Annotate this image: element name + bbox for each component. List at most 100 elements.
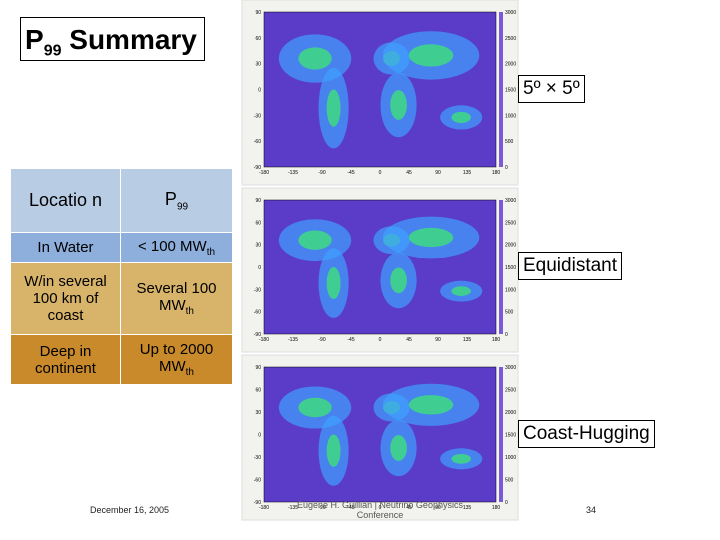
colorbar-tick: 500 (505, 139, 514, 145)
map-y-tick: -60 (254, 478, 261, 484)
map-x-tick: 90 (435, 337, 441, 343)
land-hot (451, 286, 471, 296)
map-y-tick: 90 (255, 10, 261, 16)
map-y-tick: -60 (254, 310, 261, 316)
map-x-tick: -90 (318, 337, 325, 343)
cell: Up to 2000 MWth (120, 334, 233, 385)
map-y-tick: 30 (255, 62, 261, 68)
land-hot (390, 435, 407, 461)
map-plot (263, 199, 497, 335)
colorbar-tick: 3000 (505, 10, 516, 16)
map-x-tick: -180 (259, 337, 269, 343)
land-hot (390, 267, 407, 294)
colorbar-tick: 2500 (505, 220, 516, 226)
land-hot (451, 111, 471, 123)
colorbar (499, 12, 503, 167)
colorbar-tick: 2000 (505, 410, 516, 416)
map-x-tick: -45 (347, 170, 354, 176)
map-x-tick: 180 (492, 337, 501, 343)
map-x-tick: 45 (406, 170, 412, 176)
map-x-tick: 180 (492, 505, 501, 511)
colorbar-tick: 0 (505, 500, 508, 506)
map-x-tick: 45 (406, 505, 412, 511)
colorbar-tick: 0 (505, 332, 508, 338)
map-y-tick: -30 (254, 287, 261, 293)
cell: In Water (10, 232, 121, 263)
map-x-tick: 0 (379, 337, 382, 343)
cell: < 100 MWth (120, 232, 233, 263)
land-hot (298, 230, 332, 250)
map-y-tick: 0 (258, 433, 261, 439)
map-x-tick: 90 (435, 170, 441, 176)
map-x-tick: -90 (318, 505, 325, 511)
colorbar-tick: 1000 (505, 287, 516, 293)
map-y-tick: -90 (254, 332, 261, 338)
land-hot (408, 227, 454, 248)
map-y-tick: -90 (254, 165, 261, 171)
colorbar-tick: 2000 (505, 243, 516, 249)
map-x-tick: -180 (259, 170, 269, 176)
map-x-tick: -45 (347, 505, 354, 511)
map-y-tick: -60 (254, 139, 261, 145)
colorbar-tick: 2000 (505, 62, 516, 68)
title: P99 Summary (20, 17, 205, 61)
summary-table: Locatio n P99 In Water < 100 MWth W/in s… (10, 168, 233, 385)
land-hot (408, 395, 454, 415)
colorbar-tick: 1500 (505, 433, 516, 439)
map-y-tick: -30 (254, 113, 261, 119)
map-x-tick: 135 (463, 170, 472, 176)
colorbar-tick: 2500 (505, 36, 516, 42)
land-hot (326, 434, 341, 467)
map-y-tick: 90 (255, 365, 261, 371)
colorbar-tick: 500 (505, 310, 514, 316)
land-hot (451, 453, 471, 464)
map-y-tick: -30 (254, 455, 261, 461)
map-x-tick: 45 (406, 337, 412, 343)
map-x-tick: -135 (288, 505, 298, 511)
footer-date: December 16, 2005 (90, 505, 170, 515)
map-y-tick: 0 (258, 265, 261, 271)
map-y-tick: 60 (255, 388, 261, 394)
map-x-tick: 135 (463, 337, 472, 343)
land-hot (326, 267, 341, 300)
map-x-tick: 135 (463, 505, 472, 511)
colorbar (499, 367, 503, 502)
colorbar-tick: 1500 (505, 265, 516, 271)
map-y-tick: -90 (254, 500, 261, 506)
map-x-tick: 90 (435, 505, 441, 511)
map-y-tick: 60 (255, 220, 261, 226)
map-x-tick: -45 (347, 337, 354, 343)
map-y-tick: 0 (258, 88, 261, 94)
colorbar-tick: 1000 (505, 455, 516, 461)
map-label: 5º × 5º (518, 75, 585, 103)
colorbar-tick: 3000 (505, 198, 516, 204)
map-x-tick: -135 (288, 170, 298, 176)
colorbar (499, 200, 503, 334)
map-plot (263, 366, 497, 503)
map-x-tick: 180 (492, 170, 501, 176)
page-number: 34 (586, 505, 597, 515)
colorbar-tick: 3000 (505, 365, 516, 371)
colorbar-tick: 500 (505, 478, 514, 484)
map-x-tick: -135 (288, 337, 298, 343)
map-x-tick: 0 (379, 505, 382, 511)
colorbar-tick: 1500 (505, 88, 516, 94)
colorbar-tick: 1000 (505, 113, 516, 119)
cell: Several 100 MWth (120, 262, 233, 335)
land-hot (408, 44, 454, 67)
map-label: Coast-Hugging (518, 420, 655, 448)
colorbar-tick: 0 (505, 165, 508, 171)
colorbar-tick: 2500 (505, 388, 516, 394)
map-label: Equidistant (518, 252, 623, 280)
cell: Deep in continent (10, 334, 121, 385)
map-y-tick: 30 (255, 243, 261, 249)
land-hot (326, 89, 341, 127)
land-hot (390, 90, 407, 120)
map-y-tick: 60 (255, 36, 261, 42)
cell: W/in several 100 km of coast (10, 262, 121, 335)
land-hot (298, 397, 332, 418)
map-x-tick: 0 (379, 170, 382, 176)
land-hot (298, 47, 332, 70)
